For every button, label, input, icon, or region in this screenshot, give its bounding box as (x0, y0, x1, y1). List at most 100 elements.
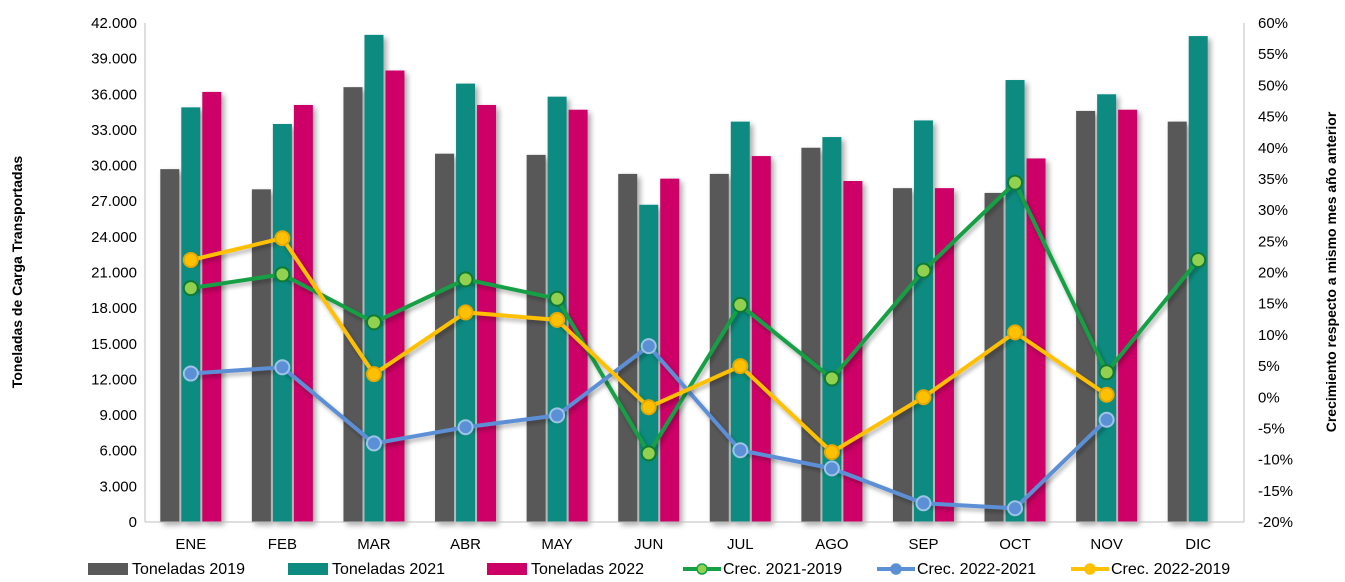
axes-layer (144, 23, 1245, 523)
bar (456, 83, 476, 522)
series-point (915, 262, 932, 279)
y-tick-label: 0 (129, 514, 137, 531)
bar (1167, 121, 1187, 522)
series-point (732, 296, 749, 313)
x-tick-label: FEB (268, 536, 297, 553)
bar (913, 120, 933, 522)
series-point (915, 389, 932, 406)
bar (181, 107, 201, 522)
bar (639, 204, 659, 522)
series-point (182, 365, 199, 382)
bar (1188, 36, 1208, 523)
bar (618, 173, 638, 522)
bar (1118, 109, 1138, 522)
legend-label: Crec. 2022-2019 (1111, 561, 1230, 578)
legend-label: Toneladas 2019 (132, 561, 245, 578)
legend-item: Crec. 2021-2019 (683, 561, 842, 578)
legend-item: Crec. 2022-2021 (877, 561, 1036, 578)
bar (934, 188, 954, 522)
series-point (274, 230, 291, 247)
y2-tick-label: 40% (1258, 140, 1288, 157)
x-tick-label: MAR (357, 536, 391, 553)
x-tick-label: MAY (541, 536, 572, 553)
legend-label: Crec. 2021-2019 (723, 561, 842, 578)
bar (892, 188, 912, 522)
series-point (457, 304, 474, 321)
y2-tick-label: 60% (1258, 15, 1288, 32)
bar (1026, 158, 1046, 522)
x-tick-label: ABR (450, 536, 481, 553)
series-point (1007, 324, 1024, 341)
y-tick-label: 24.000 (91, 229, 137, 246)
bar (1076, 110, 1096, 523)
x-tick-label: JUL (727, 536, 754, 553)
y2-tick-label: 55% (1258, 46, 1288, 63)
bar (660, 178, 680, 522)
series-point (457, 271, 474, 288)
series-point (549, 311, 566, 328)
series-point (274, 359, 291, 376)
y-tick-label: 3.000 (99, 478, 137, 495)
legend-label: Toneladas 2022 (531, 561, 644, 578)
series-point (1098, 411, 1115, 428)
series-point (640, 445, 657, 462)
y-axis-title: Toneladas de Carga Transportadas (9, 156, 25, 389)
legend-item: Toneladas 2022 (487, 561, 644, 578)
series-point (365, 435, 382, 452)
legend-item: Crec. 2022-2019 (1071, 561, 1230, 578)
legend-marker (1084, 563, 1096, 575)
series-point (823, 370, 840, 387)
y-tick-label: 15.000 (91, 336, 137, 353)
y2-tick-label: 0% (1258, 389, 1280, 406)
y-tick-label: 12.000 (91, 371, 137, 388)
lines-layer (182, 174, 1207, 517)
bar (251, 189, 271, 523)
bar (272, 123, 292, 522)
legend-swatch (487, 563, 527, 575)
bar (293, 104, 313, 522)
line-series (182, 338, 1115, 517)
line-series (182, 174, 1207, 462)
series-point (823, 444, 840, 461)
ticks-layer: 0 3.000 6.000 9.000 12.000 15.000 18.000 21.000… (91, 15, 1293, 553)
y2-tick-label: -15% (1258, 483, 1293, 500)
x-tick-label: AGO (815, 536, 848, 553)
series-line (190, 180, 1200, 456)
legend-marker (696, 563, 708, 575)
series-point (732, 442, 749, 459)
y-tick-label: 21.000 (91, 265, 137, 282)
bar (202, 91, 222, 523)
y2-tick-label: 15% (1258, 296, 1288, 313)
y-tick-label: 36.000 (91, 86, 137, 103)
series-point (549, 290, 566, 307)
bar (822, 137, 842, 523)
bar (160, 169, 180, 522)
bar (730, 121, 750, 522)
x-tick-label: SEP (908, 536, 938, 553)
series-point (365, 366, 382, 383)
series-point (1098, 386, 1115, 403)
line-series (182, 230, 1115, 461)
y2-tick-label: -5% (1258, 420, 1285, 437)
bar (526, 154, 546, 522)
series-point (1098, 364, 1115, 381)
y2-tick-label: 50% (1258, 77, 1288, 94)
bars-layer (160, 34, 1208, 523)
series-point (640, 338, 657, 355)
x-tick-label: DIC (1185, 536, 1211, 553)
bar (385, 70, 405, 523)
legend-item: Toneladas 2021 (288, 561, 445, 578)
bar (568, 109, 588, 522)
y-tick-label: 27.000 (91, 193, 137, 210)
y-tick-label: 39.000 (91, 51, 137, 68)
y2-tick-label: 5% (1258, 358, 1280, 375)
y2-tick-label: -10% (1258, 452, 1293, 469)
series-point (365, 314, 382, 331)
x-tick-label: OCT (999, 536, 1031, 553)
y-tick-label: 18.000 (91, 300, 137, 317)
bar (435, 153, 455, 522)
bar (1097, 94, 1117, 523)
legend-swatch (288, 563, 328, 575)
bar (1005, 80, 1025, 523)
